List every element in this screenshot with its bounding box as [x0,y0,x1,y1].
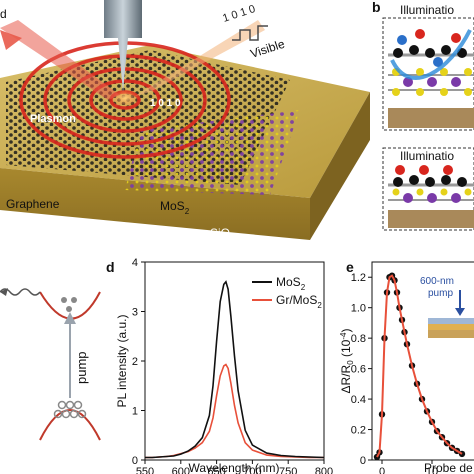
y-tick-label: 1.0 [351,303,366,315]
x-tick-label: 600 [172,466,190,474]
y-tick-label: 1.2 [351,272,366,284]
x-tick-label: 700 [243,466,261,474]
panel-b: b Illuminatio Illuminatio [372,0,474,231]
panel-c: pump [0,288,101,441]
sio2-label: SiO2 [210,226,235,243]
panel-b-top-atoms [390,29,472,96]
y-tick-label: 2 [132,356,138,368]
x-tick-label: 0 [379,466,385,474]
clipped-label: d [0,7,7,21]
panel-e-y-axis: 0 0.2 0.4 0.6 0.8 1.0 1.2 [351,272,372,467]
x-tick-label: 10 [426,466,438,474]
hole-circles [53,400,87,419]
panel-d-x-axis: 550 600 650 700 750 800 [136,460,333,474]
inset-pump-label-1: 600-nm [420,276,454,287]
pump-arrowhead [64,312,76,324]
panel-d: d 0 1 2 3 4 550 600 650 700 750 800 PL intensity … [106,257,333,474]
y-tick-label: 0.4 [351,394,366,406]
inset-pump-label-2: pump [428,288,453,299]
visible-bit-signal [232,25,268,41]
panel-b-top-title: Illuminatio [400,3,454,17]
y-tick-label: 0 [132,455,138,467]
y-tick-label: 0.8 [351,333,366,345]
y-tick-label: 4 [132,257,138,269]
panel-d-ylabel: PL intensity (a.u.) [115,315,129,408]
panel-b-bottom-lattice [388,165,474,228]
panel-a: Plasmon Graphene MoS2 SiO2 Visible d 1 0… [0,0,370,243]
x-tick-label: 750 [279,466,297,474]
panel-d-y-axis: 0 1 2 3 4 [132,257,145,467]
x-tick-label: 550 [136,466,154,474]
panel-e: e 0 0.2 0.4 0.6 0.8 1.0 1.2 0 10 ΔR/R0 (10-4) P… [339,259,474,474]
code-top-label: 1 0 1 0 [221,3,257,25]
code-center-label: 1 0 1 0 [150,98,181,109]
inset-layer-top [428,318,474,324]
hotspot-glow [111,89,139,107]
inset-layer-bot [428,330,474,338]
y-tick-label: 1 [132,406,138,418]
electron-dot [71,297,77,303]
series-line-mos2 [145,280,325,459]
panel-e-plot-frame [371,261,474,461]
substrate-front [0,168,310,240]
incident-arrow [0,30,22,50]
afm-tip [104,0,142,92]
panel-d-series [145,280,325,459]
electron-dot [66,306,72,312]
graphene-label: Graphene [6,197,60,211]
mos2-label: MoS2 [160,199,190,216]
inset-pump-arrowhead [455,308,465,316]
y-tick-label: 0 [360,455,366,467]
panel-e-letter: e [346,259,354,275]
emission-arrowhead [0,288,8,296]
panel-e-x-axis: 0 10 [379,460,438,474]
panel-e-inset: 600-nm pump [420,276,474,338]
electron-dot [61,297,67,303]
panel-d-legend: MoS2 Gr/MoS2 [252,275,322,310]
substrate-side [310,92,370,240]
fit-line [376,274,463,458]
plasmon-label: Plasmon [30,113,76,125]
legend-label-gr-mos2: Gr/MoS2 [276,293,322,310]
panel-e-xlabel: Probe de [424,461,473,474]
y-tick-label: 0.2 [351,425,366,437]
panel-d-xlabel: Wavelength (nm) [189,461,280,474]
legend-label-mos2: MoS2 [276,275,306,292]
panel-b-bottom-title: Illuminatio [400,149,454,163]
incident-beam [0,20,120,100]
valence-band [39,409,101,441]
pump-label: pump [74,351,89,384]
panel-e-points [373,272,466,461]
inset-layer-mid [428,324,474,330]
mos2-lattice [125,110,300,195]
panel-b-letter: b [372,0,381,15]
x-tick-label: 800 [315,466,333,474]
x-tick-label: 650 [207,466,225,474]
series-line-gr-mos2 [145,363,324,459]
panel-e-ylabel: ΔR/R0 (10-4) [339,329,355,394]
y-tick-label: 0.6 [351,364,366,376]
visible-beam [135,20,265,96]
panel-d-letter: d [106,259,115,275]
y-tick-label: 3 [132,307,138,319]
